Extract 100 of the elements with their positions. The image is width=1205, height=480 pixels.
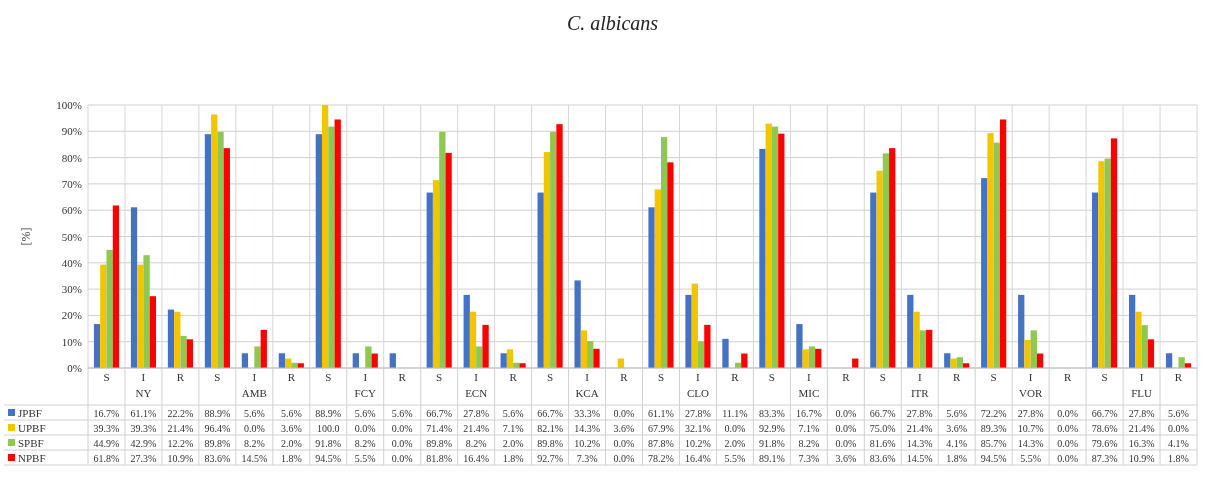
bar [241,353,249,368]
x-tick-label: S [436,371,443,383]
x-tick-label: R [842,371,851,383]
bar [149,296,157,368]
bar [981,178,988,368]
data-label: 0.0% [1057,407,1079,419]
data-label: 5.6% [243,407,265,419]
data-label: 21.4% [1128,422,1155,434]
x-tick-label: R [953,371,962,383]
bar [130,207,138,368]
bar [439,131,446,368]
x-tick-label: I [1139,371,1144,383]
data-label: 2.0% [280,437,302,449]
bar [870,192,877,368]
data-label: 5.5% [354,452,376,464]
data-label: 5.5% [1020,452,1042,464]
text: AMB [241,387,267,399]
bar [1147,339,1155,368]
data-label: 87.3% [1091,452,1118,464]
data-label: 0.0% [1168,422,1189,434]
y-tick-label: 40% [61,256,82,269]
bar [476,346,483,368]
data-label: 3.6% [946,422,968,434]
bar [389,353,396,368]
data-label: 61.1% [648,407,674,419]
bar [211,114,218,368]
y-tick-label: 50% [61,230,82,243]
bar [550,131,557,368]
text: NY [135,387,152,399]
data-label: 78.2% [648,452,674,464]
bar [328,126,335,368]
x-tick-label: I [917,371,922,383]
bar [660,137,668,368]
data-label: 32.1% [685,422,711,434]
data-label: 21.4% [167,422,194,434]
data-label: 0.0% [354,422,376,434]
data-label: 11.1% [722,407,748,419]
x-tick-label: S [990,371,997,383]
data-label: 33.3% [574,407,600,419]
x-tick-label: I [363,371,368,383]
bar [445,152,452,368]
data-label: 8.2% [243,437,265,449]
data-label: 85.7% [980,437,1007,449]
bar [482,324,489,368]
data-label: 61.8% [93,452,120,464]
bar [593,348,600,368]
data-label: 83.3% [758,407,785,419]
bar [100,264,107,368]
data-label: 1.8% [1168,452,1189,464]
bar [112,205,120,368]
bar [944,353,951,368]
bar [802,349,809,368]
x-tick-label: S [547,371,554,383]
data-label: 89.8% [537,437,564,449]
data-label: 5.6% [1168,407,1189,419]
data-label: 2.0% [724,437,746,449]
bar [254,346,261,368]
data-label: 27.8% [463,407,490,419]
x-tick-label: S [325,371,332,383]
data-label: 7.1% [502,422,524,434]
data-label: 16.7% [93,407,120,419]
data-label: 81.6% [869,437,896,449]
data-label: 96.4% [204,422,231,434]
data-label: 12.2% [167,437,194,449]
bar [543,152,551,368]
data-label: 0.0% [1057,422,1079,434]
bar [106,249,113,368]
text: ITR [910,387,930,399]
data-label: 7.3% [798,452,820,464]
bar [574,280,581,368]
x-tick-label: R [509,371,518,383]
data-label: 0.0% [391,422,413,434]
bar [365,346,372,368]
x-tick-label: R [176,371,185,383]
x-tick-label: R [620,371,629,383]
data-label: 14.3% [906,437,933,449]
x-tick-label: R [1174,371,1183,383]
bar [580,330,588,368]
bar [889,148,896,368]
bar [685,294,692,368]
data-label: 14.3% [1017,437,1044,449]
data-label: 88.9% [315,407,342,419]
data-label: 4.1% [946,437,968,449]
legend-label: UPBF [18,421,46,434]
data-label: 92.7% [537,452,564,464]
x-tick-label: I [585,371,590,383]
y-tick-label: 20% [61,309,82,322]
bar [667,162,674,368]
data-label: 21.4% [906,422,933,434]
x-tick-label: S [214,371,221,383]
data-label: 91.8% [315,437,342,449]
data-label: 21.4% [463,422,490,434]
x-tick-label: I [141,371,146,383]
data-label: 0.0% [1057,452,1079,464]
data-label: 10.2% [685,437,711,449]
y-tick-label: 70% [61,177,82,190]
data-label: 82.1% [537,422,564,434]
data-label: 10.2% [574,437,600,449]
bar [204,134,212,368]
bar [322,105,329,368]
